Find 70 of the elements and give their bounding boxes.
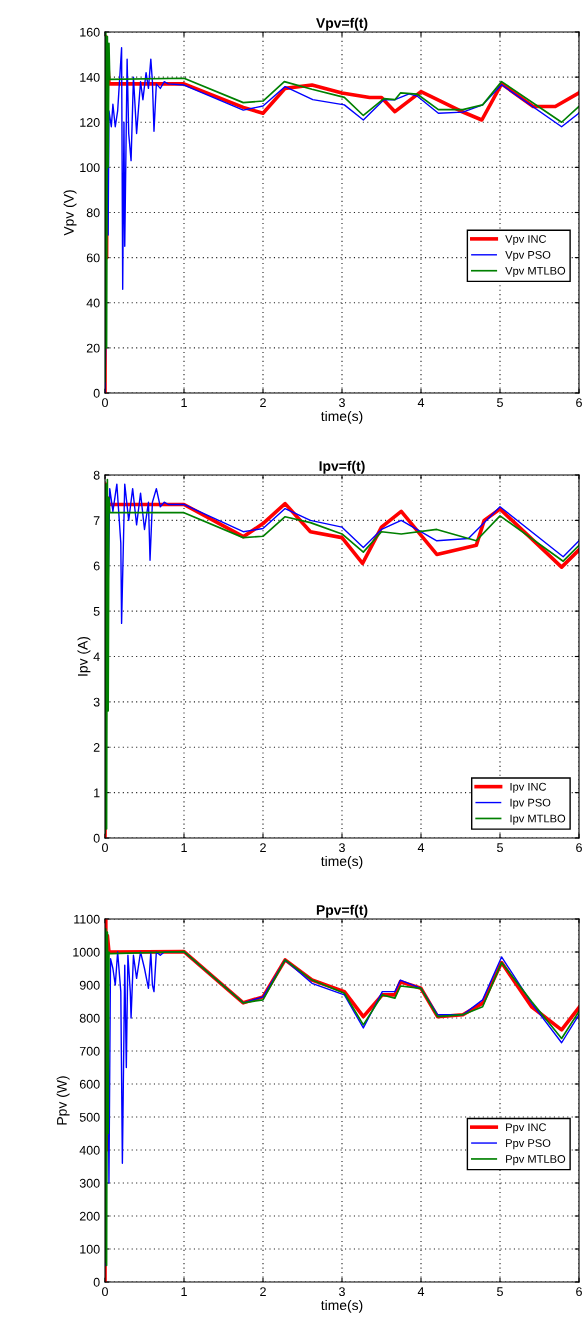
chart-title: Ppv=f(t) (316, 904, 368, 918)
y-tick-label: 60 (86, 253, 100, 263)
y-tick-label: 80 (86, 208, 100, 218)
y-tick-label: 7 (93, 516, 100, 525)
y-tick-label: 0 (93, 1277, 100, 1287)
x-tick-label: 0 (102, 398, 108, 408)
y-tick-label: 1100 (74, 914, 100, 924)
y-tick-label: 6 (93, 561, 100, 571)
y-tick-label: 120 (80, 118, 100, 127)
y-tick-label: 300 (79, 1178, 100, 1188)
y-axis-title: Ppv (W) (56, 1076, 70, 1125)
x-axis-title: time(s) (321, 1299, 363, 1313)
y-tick-label: 800 (79, 1013, 100, 1023)
x-tick-label: 4 (417, 1287, 425, 1296)
y-tick-label: 8 (93, 470, 100, 480)
y-axis-title: Ipv (A) (77, 636, 91, 676)
y-tick-label: 40 (86, 298, 100, 308)
y-tick-label: 200 (79, 1211, 100, 1221)
y-tick-label: 100 (80, 1244, 100, 1254)
x-tick-label: 1 (181, 398, 187, 407)
legend-label: Vpv MTLBO (505, 266, 566, 277)
x-tick-label: 6 (576, 843, 582, 853)
x-tick-label: 3 (339, 1287, 345, 1297)
y-tick-label: 140 (80, 72, 100, 82)
y-tick-label: 4 (93, 652, 100, 662)
x-tick-label: 4 (417, 398, 425, 407)
x-tick-label: 2 (260, 398, 266, 407)
legend-label: Ppv MTLBO (506, 1155, 566, 1166)
legend-label: Ppv INC (506, 1123, 547, 1134)
legend-label: Ipv INC (510, 782, 547, 793)
y-tick-label: 160 (80, 27, 100, 37)
x-tick-label: 3 (339, 843, 345, 853)
x-tick-label: 4 (417, 843, 425, 852)
y-tick-label: 1000 (73, 947, 100, 957)
y-tick-label: 900 (79, 980, 100, 990)
x-axis-title: time(s) (321, 855, 363, 869)
x-tick-label: 0 (102, 1287, 108, 1297)
x-tick-label: 3 (339, 398, 345, 408)
legend-label: Vpv PSO (505, 250, 551, 261)
line-series (107, 483, 579, 625)
y-tick-label: 1 (94, 788, 100, 798)
y-tick-label: 400 (79, 1145, 100, 1155)
y-tick-label: 0 (93, 388, 100, 398)
y-tick-label: 0 (93, 833, 100, 843)
y-tick-label: 20 (86, 343, 100, 353)
x-tick-label: 1 (181, 1287, 187, 1296)
x-tick-label: 5 (497, 1287, 503, 1297)
legend-label: Ipv PSO (510, 798, 551, 809)
x-tick-label: 2 (260, 1287, 266, 1296)
x-tick-label: 6 (576, 1287, 582, 1297)
x-tick-label: 5 (497, 843, 503, 853)
legend-label: Vpv INC (505, 235, 547, 246)
y-tick-label: 600 (79, 1079, 100, 1089)
y-tick-label: 700 (79, 1046, 100, 1056)
x-tick-label: 0 (102, 843, 108, 853)
x-tick-label: 5 (497, 398, 503, 408)
x-axis-title: time(s) (321, 410, 363, 424)
y-tick-label: 5 (93, 607, 100, 616)
x-tick-label: 1 (181, 843, 187, 852)
x-tick-label: 2 (260, 843, 266, 852)
y-axis-title: Vpv (V) (63, 190, 77, 236)
y-tick-label: 500 (79, 1112, 100, 1122)
y-tick-label: 100 (80, 163, 100, 173)
y-tick-label: 2 (93, 743, 100, 752)
y-tick-label: 3 (93, 697, 100, 707)
legend-label: Ppv PSO (506, 1139, 551, 1150)
x-tick-label: 6 (576, 398, 582, 408)
chart-title: Ipv=f(t) (319, 460, 365, 474)
legend-label: Ipv MTLBO (510, 814, 566, 825)
chart-title: Vpv=f(t) (316, 17, 368, 31)
